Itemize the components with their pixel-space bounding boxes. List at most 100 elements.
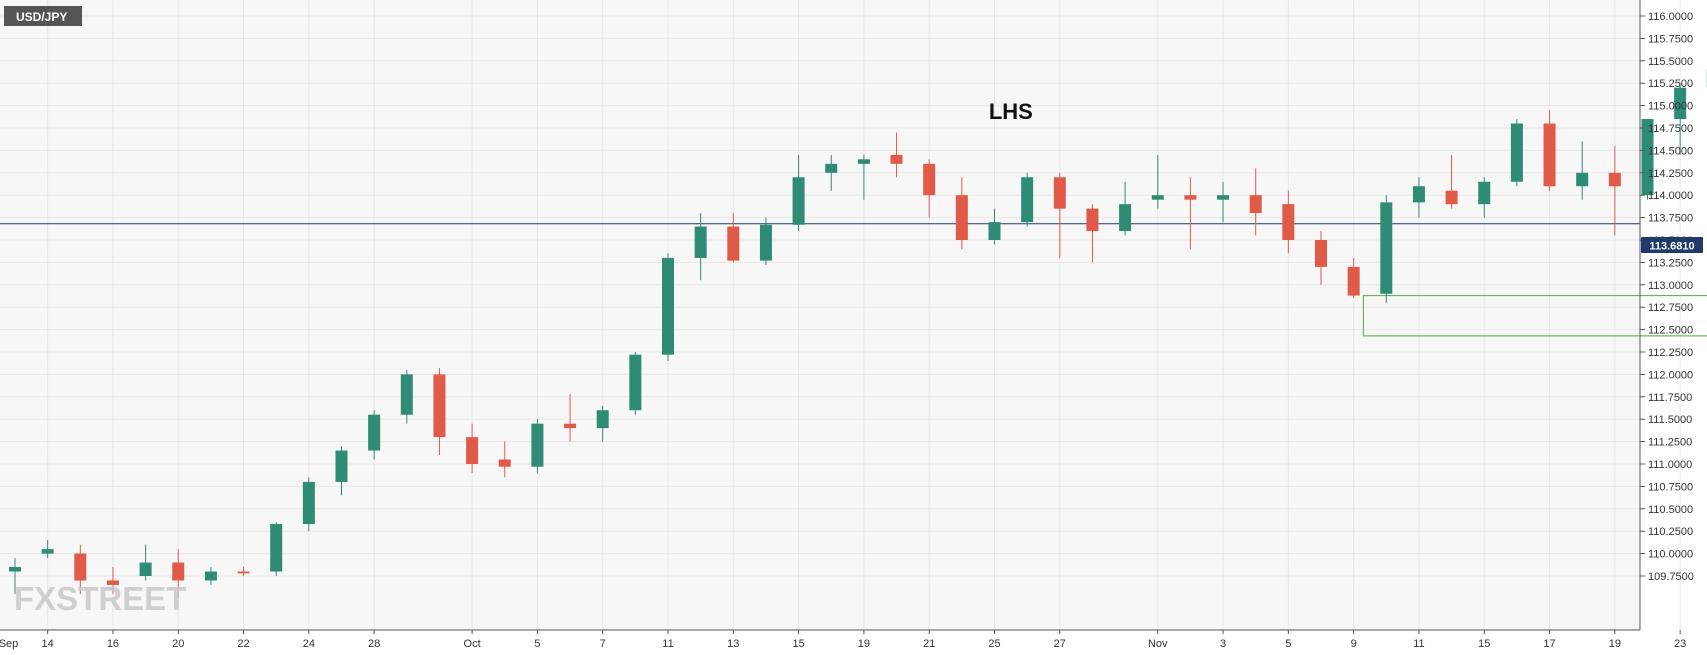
candle-body	[596, 410, 609, 429]
candle-down	[1053, 172, 1066, 258]
y-tick-label: 114.2500	[1648, 168, 1693, 180]
y-tick-label: 115.5000	[1648, 56, 1693, 68]
candle-body	[41, 549, 54, 554]
y-tick-label: 109.7500	[1648, 571, 1694, 583]
candle-body	[1412, 186, 1425, 203]
candle-down	[433, 368, 446, 456]
candle-body	[890, 154, 903, 164]
candle-down	[890, 132, 903, 178]
candle-body	[662, 257, 674, 355]
candle-up	[1380, 195, 1393, 303]
annotation-lhs: LHS	[989, 99, 1033, 124]
candle-up	[531, 419, 544, 473]
candle-up	[1412, 177, 1425, 218]
x-tick-label: 17	[1543, 638, 1555, 650]
candle-body	[825, 163, 838, 173]
candle-up	[41, 540, 54, 559]
x-tick-label: Nov	[1148, 638, 1168, 650]
annotations: HeadLHSRHS	[989, 99, 1033, 124]
candle-down	[74, 544, 87, 594]
y-tick-label: 113.0000	[1648, 280, 1693, 292]
x-tick-label: 27	[1054, 638, 1066, 650]
candle-body	[1119, 204, 1132, 232]
x-tick-label: 28	[368, 638, 380, 650]
x-tick-label: 19	[858, 638, 870, 650]
light-green-zone	[1362, 294, 1707, 337]
symbol-badge[interactable]: USD/JPY	[4, 6, 82, 26]
candle-body	[302, 481, 315, 525]
candle-body	[1249, 195, 1262, 214]
candle-up	[1217, 181, 1230, 223]
x-tick-label: 19	[1609, 638, 1621, 650]
x-tick-label: Sep	[0, 638, 18, 650]
candle-body	[1347, 266, 1360, 296]
candle-body	[106, 580, 119, 585]
candle-up	[629, 352, 642, 415]
candle-down	[172, 549, 185, 599]
candle-body	[1445, 190, 1458, 205]
x-tick-label: 15	[792, 638, 804, 650]
candle-down	[1315, 231, 1327, 285]
x-tick-label: 25	[988, 638, 1000, 650]
y-tick-label: 111.2500	[1648, 437, 1692, 449]
x-tick-label: 11	[1413, 638, 1424, 650]
x-tick-label: 14	[42, 638, 54, 650]
candle-up	[1576, 141, 1589, 200]
candle-up	[1021, 172, 1034, 227]
candle-up	[1151, 154, 1164, 209]
candle-body	[335, 450, 348, 482]
x-tick-label: 5	[534, 638, 540, 650]
candle-up	[792, 154, 805, 232]
zones	[1362, 294, 1707, 337]
candle-up	[1510, 119, 1523, 187]
current-price-label: 113.6810	[1649, 241, 1694, 253]
candle-up	[270, 522, 283, 576]
candle-down	[237, 567, 250, 576]
x-tick-label: 11	[662, 638, 673, 650]
current-price-tag: 113.6810	[1641, 237, 1703, 253]
candle-down	[1543, 110, 1556, 191]
candle-up	[204, 567, 217, 585]
candles	[9, 69, 1707, 599]
candle-down	[1608, 145, 1621, 236]
y-tick-label: 114.0000	[1648, 190, 1693, 202]
candle-body	[955, 195, 968, 240]
x-tick-label: 23	[1674, 638, 1686, 650]
candle-up	[1119, 181, 1132, 236]
y-tick-label: 115.0000	[1648, 101, 1693, 113]
candle-body	[9, 567, 21, 572]
y-tick-label: 110.5000	[1648, 504, 1693, 516]
candle-down	[1086, 204, 1099, 263]
candle-body	[759, 224, 772, 261]
candle-down	[1184, 177, 1197, 249]
x-tick-label: 16	[107, 638, 119, 650]
x-tick-label: 20	[172, 638, 184, 650]
candle-body	[1641, 119, 1654, 196]
candle-body	[531, 423, 544, 467]
candle-body	[237, 571, 250, 574]
y-tick-label: 115.2500	[1648, 78, 1693, 90]
y-tick-label: 112.7500	[1648, 302, 1693, 314]
candle-body	[466, 437, 479, 464]
candle-body	[204, 571, 217, 581]
symbol-label: USD/JPY	[16, 10, 67, 24]
candle-body	[433, 374, 446, 438]
candle-up	[694, 213, 707, 281]
candle-up	[302, 477, 315, 532]
y-tick-label: 113.7500	[1648, 213, 1693, 225]
y-tick-label: 112.5000	[1648, 325, 1693, 337]
candle-body	[498, 459, 511, 467]
candle-up	[139, 544, 152, 581]
x-tick-label: 7	[600, 638, 606, 650]
y-tick-label: 110.7500	[1648, 481, 1693, 493]
y-tick-label: 114.7500	[1648, 123, 1693, 135]
candle-body	[629, 354, 642, 411]
y-tick-label: 110.2500	[1648, 526, 1693, 538]
x-tick-label: 3	[1220, 638, 1226, 650]
candle-up	[759, 217, 772, 266]
x-tick-label: 15	[1478, 638, 1490, 650]
fxstreet-watermark: FXSTREET	[14, 580, 186, 617]
y-tick-label: 111.5000	[1648, 414, 1692, 426]
candle-up	[857, 154, 870, 200]
candle-body	[1478, 181, 1491, 205]
